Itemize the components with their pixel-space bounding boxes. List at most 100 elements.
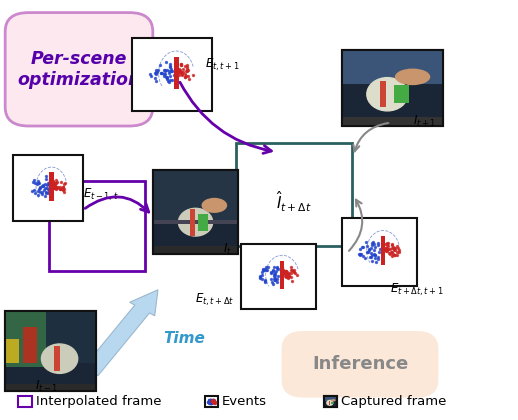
Point <box>34 187 42 194</box>
Point <box>269 281 277 287</box>
Point <box>152 68 160 75</box>
Point <box>208 398 217 404</box>
Point <box>383 240 391 247</box>
Point <box>359 252 367 259</box>
Point <box>31 180 39 187</box>
Point <box>164 77 172 84</box>
Point <box>208 398 216 405</box>
Point <box>161 68 169 75</box>
Point <box>163 67 171 74</box>
Point <box>372 258 380 265</box>
Point <box>167 68 176 74</box>
Point <box>50 185 59 192</box>
Point <box>281 273 290 280</box>
Point <box>49 179 57 186</box>
Point <box>209 398 217 404</box>
Point <box>382 245 390 252</box>
Point <box>51 184 59 191</box>
Point <box>273 265 281 272</box>
Point <box>388 249 396 255</box>
Point <box>206 398 214 405</box>
Point <box>151 70 159 76</box>
Point <box>50 183 59 190</box>
Point <box>274 273 282 280</box>
Point <box>289 267 297 274</box>
Point <box>356 251 365 258</box>
Point <box>387 249 395 256</box>
Point <box>181 74 189 80</box>
Point <box>43 181 51 188</box>
Point <box>261 266 269 273</box>
Point <box>173 68 181 75</box>
Point <box>371 252 379 259</box>
Point <box>56 184 64 190</box>
Point <box>209 397 217 404</box>
Point <box>45 181 53 187</box>
Point <box>157 69 165 76</box>
Bar <box>174 57 179 89</box>
Point <box>208 397 217 404</box>
Point <box>49 184 57 190</box>
Point <box>33 191 41 198</box>
Point <box>47 181 55 187</box>
Bar <box>49 181 145 271</box>
Point <box>208 397 217 404</box>
Point <box>362 239 370 246</box>
Point <box>178 71 186 78</box>
Point <box>287 264 295 270</box>
Point <box>393 248 401 255</box>
Point <box>383 246 392 253</box>
Text: $I_t$: $I_t$ <box>223 241 233 257</box>
Text: $E_{t+\Delta t,t+1}$: $E_{t+\Delta t,t+1}$ <box>390 281 444 298</box>
Point <box>286 267 295 273</box>
Point <box>172 68 181 75</box>
Point <box>290 268 298 275</box>
Point <box>61 180 69 187</box>
Point <box>206 399 214 406</box>
Point <box>371 243 380 250</box>
Bar <box>394 85 409 103</box>
Point <box>178 66 186 73</box>
Point <box>277 268 285 275</box>
Point <box>388 245 396 252</box>
Bar <box>324 396 337 402</box>
Bar <box>280 260 284 289</box>
Point <box>50 184 58 191</box>
Point <box>270 263 279 270</box>
Point <box>170 72 178 79</box>
Bar <box>342 50 443 84</box>
Point <box>205 400 213 407</box>
Point <box>389 251 397 257</box>
Point <box>206 396 214 403</box>
Point <box>173 59 181 66</box>
Point <box>46 180 54 187</box>
Point <box>395 249 403 256</box>
Point <box>33 181 41 187</box>
Bar <box>5 311 46 367</box>
Ellipse shape <box>331 399 336 402</box>
Point <box>207 399 215 405</box>
Point <box>46 178 54 184</box>
Point <box>40 186 49 193</box>
Point <box>363 249 371 256</box>
Point <box>209 398 217 404</box>
Point <box>370 247 379 254</box>
Point <box>210 399 218 406</box>
Bar <box>132 38 212 111</box>
Bar <box>153 220 238 224</box>
Circle shape <box>41 344 78 373</box>
Point <box>256 273 264 280</box>
Point <box>209 397 217 404</box>
Point <box>384 239 392 246</box>
Point <box>27 188 36 194</box>
Point <box>42 176 50 182</box>
Point <box>184 76 193 83</box>
Point <box>166 63 174 69</box>
Point <box>60 181 68 187</box>
Point <box>269 276 278 283</box>
Point <box>152 77 161 84</box>
Point <box>39 182 47 189</box>
Point <box>361 255 369 262</box>
Point <box>271 274 279 281</box>
Point <box>208 397 217 404</box>
